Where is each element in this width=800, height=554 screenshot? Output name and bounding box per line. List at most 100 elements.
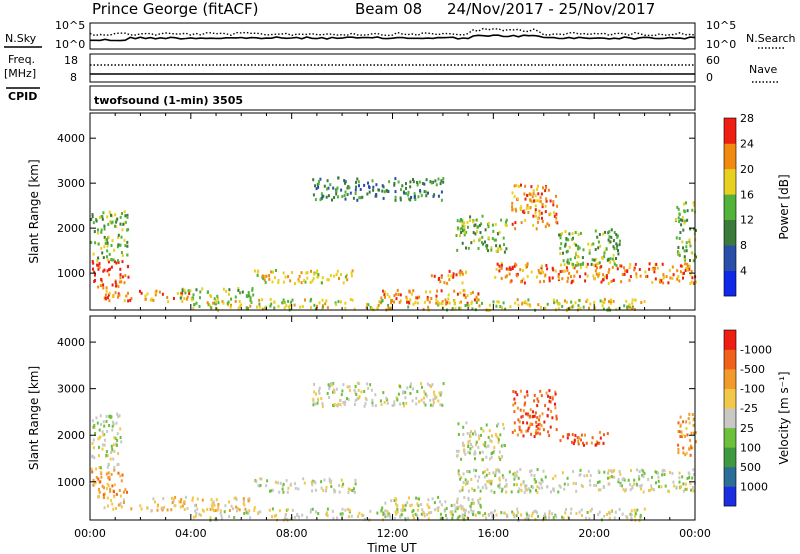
heatmap-cell [432,401,435,405]
heatmap-cell [552,298,555,302]
heatmap-cell [120,479,123,483]
heatmap-cell [648,489,650,493]
heatmap-cell [416,390,419,393]
heatmap-cell [641,473,644,477]
heatmap-cell [121,260,124,264]
heatmap-cell [119,222,122,226]
heatmap-cell [313,303,316,307]
heatmap-cell [675,236,678,240]
heatmap-cell [325,513,328,516]
heatmap-region [511,389,558,438]
heatmap-cell [113,248,116,252]
heatmap-cell [310,508,312,512]
heatmap-cell [540,424,543,428]
heatmap-cell [405,401,408,405]
heatmap-cell [473,450,476,454]
heatmap-cell [684,453,687,457]
heatmap-cell [478,437,481,441]
heatmap-cell [92,221,95,225]
heatmap-cell [480,433,482,437]
heatmap-cell [409,385,412,389]
heatmap-cell [109,489,112,493]
heatmap-cell [450,504,453,508]
heatmap-cell [107,471,110,475]
heatmap-cell [528,206,531,210]
heatmap-cell [333,488,335,492]
heatmap-cell [661,473,664,477]
heatmap-cell [669,471,671,474]
heatmap-cell [257,269,260,273]
y-tick-label: 4000 [57,336,85,349]
heatmap-cell [497,440,500,444]
heatmap-cell [521,269,524,272]
heatmap-cell [567,433,570,437]
heatmap-cell [684,482,687,486]
heatmap-cell [685,427,688,431]
heatmap-cell [106,269,109,273]
heatmap-cell [474,457,476,461]
heatmap-cell [645,275,647,279]
heatmap-cell [93,270,96,274]
heatmap-cell [496,262,499,266]
heatmap-cell [119,494,122,498]
heatmap-cell [399,196,402,200]
heatmap-cell [520,415,523,419]
heatmap-cell [318,386,321,390]
heatmap-cell [325,511,328,515]
heatmap-region [312,176,445,202]
heatmap-cell [517,476,520,480]
heatmap-cell [383,293,386,297]
heatmap-cell [107,476,110,480]
time-axis: 00:00 04:00 08:00 12:00 16:00 20:00 00:00 [74,527,711,540]
heatmap-cell [514,221,517,225]
heatmap-cell [217,301,220,305]
heatmap-cell [357,397,359,401]
heatmap-cell [465,246,467,250]
heatmap-cell [598,233,601,236]
heatmap-cell [539,196,542,200]
heatmap-cell [368,186,371,190]
heatmap-cell [536,485,539,489]
heatmap-cell [656,266,659,270]
heatmap-cell [384,501,387,505]
colorbar-frame [723,117,737,297]
heatmap-cell [534,517,537,521]
beam-label: Beam 08 [355,0,422,18]
heatmap-cell [353,307,356,311]
heatmap-cell [546,222,549,226]
heatmap-cell [515,184,518,188]
heatmap-cell [245,294,248,298]
heatmap-cell [341,484,344,488]
x-tick-label: 08:00 [276,527,308,540]
heatmap-cell [406,300,409,304]
heatmap-cell [106,496,109,500]
heatmap-cell [613,259,616,263]
heatmap-cell [114,291,117,295]
heatmap-cell [627,478,630,482]
heatmap-cell [688,447,691,451]
heatmap-cell [475,443,477,447]
heatmap-cell [407,516,410,520]
heatmap-cell [555,216,558,220]
heatmap-cell [678,480,681,484]
heatmap-cell [325,489,327,493]
heatmap-cell [495,244,498,248]
heatmap-cell [208,304,211,308]
heatmap-cell [418,295,421,299]
heatmap-cell [621,273,624,277]
heatmap-cell [358,382,361,386]
heatmap-cell [237,306,240,310]
heatmap-cell [277,281,280,284]
heatmap-cell [586,274,589,278]
colorbar-segment [724,486,736,507]
heatmap-cell [465,421,468,425]
heatmap-cell [536,468,539,472]
heatmap-cell [240,303,243,307]
heatmap-cell [439,403,442,407]
heatmap-cell [110,221,113,225]
heatmap-cell [469,504,472,508]
heatmap-cell [294,486,297,490]
heatmap-cell [496,468,499,472]
heatmap-cell [461,222,464,226]
heatmap-cell [473,468,475,472]
